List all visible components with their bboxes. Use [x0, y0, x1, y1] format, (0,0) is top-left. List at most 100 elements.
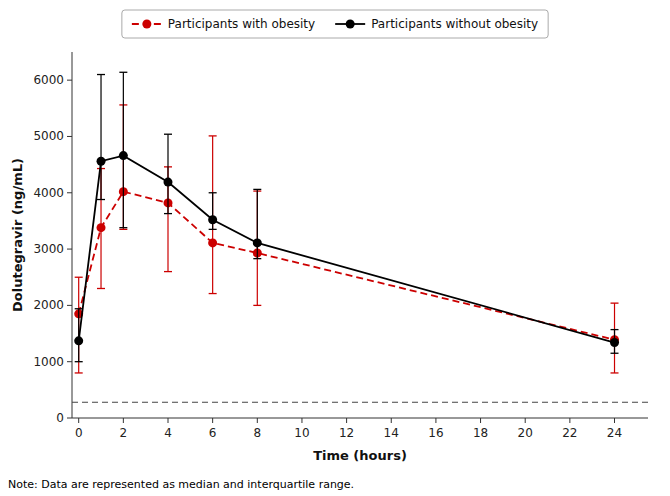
x-tick-label: 18	[473, 426, 488, 440]
error-bar-cap	[209, 135, 217, 136]
error-bar-stem	[78, 277, 79, 373]
error-bar-cap	[164, 271, 172, 272]
x-tick	[391, 418, 392, 423]
x-tick	[257, 418, 258, 423]
series	[74, 105, 619, 373]
error-bar-cap	[75, 308, 83, 309]
y-tick	[67, 418, 72, 419]
x-tick-label: 16	[428, 426, 443, 440]
y-tick-label: 1000	[33, 355, 64, 369]
series-line	[79, 192, 615, 340]
x-tick	[346, 418, 347, 423]
error-bar-cap	[119, 229, 127, 230]
y-tick-label: 3000	[33, 242, 64, 256]
x-tick	[301, 418, 302, 423]
legend: Participants with obesity Participants wi…	[122, 10, 548, 38]
y-axis-line	[72, 52, 73, 418]
y-tick-label: 6000	[33, 73, 64, 87]
error-bar	[209, 136, 217, 294]
x-tick	[435, 418, 436, 423]
error-bar-stem	[167, 134, 168, 213]
point	[164, 178, 173, 187]
error-bar-cap	[253, 305, 261, 306]
x-tick	[168, 418, 169, 423]
error-bar-cap	[209, 192, 217, 193]
y-tick	[67, 80, 72, 81]
error-bar-cap	[164, 134, 172, 135]
plot-area	[72, 72, 648, 402]
x-tick-label: 10	[294, 426, 309, 440]
error-bar-cap	[209, 229, 217, 230]
point	[253, 238, 262, 247]
error-bar-stem	[100, 75, 101, 200]
point	[97, 223, 106, 232]
y-tick	[67, 361, 72, 362]
y-tick-label: 0	[56, 411, 64, 425]
x-tick-label: 20	[518, 426, 533, 440]
error-bar-cap	[611, 372, 619, 373]
point	[74, 336, 83, 345]
error-bar-cap	[164, 213, 172, 214]
legend-item: Participants with obesity	[132, 17, 315, 31]
legend-label: Participants without obesity	[371, 17, 538, 31]
error-bar-cap	[611, 353, 619, 354]
x-tick-label: 6	[209, 426, 217, 440]
error-bar-cap	[253, 258, 261, 259]
x-tick	[614, 418, 615, 423]
x-tick	[78, 418, 79, 423]
error-bar	[611, 303, 619, 373]
x-tick-label: 14	[384, 426, 399, 440]
chart: 0100020003000400050006000024681012141618…	[0, 0, 670, 496]
y-tick	[67, 305, 72, 306]
x-tick	[123, 418, 124, 423]
y-tick	[67, 136, 72, 137]
point	[208, 238, 217, 247]
point	[119, 151, 128, 160]
error-bar	[164, 134, 172, 213]
error-bar-cap	[611, 302, 619, 303]
x-tick-label: 8	[253, 426, 261, 440]
note: Note: Data are represented as median and…	[8, 478, 354, 491]
x-tick	[569, 418, 570, 423]
x-tick-label: 4	[164, 426, 172, 440]
error-bar	[611, 330, 619, 354]
series	[74, 72, 619, 361]
error-bar-stem	[212, 136, 213, 294]
x-tick-label: 0	[75, 426, 83, 440]
x-tick	[525, 418, 526, 423]
y-tick-label: 4000	[33, 186, 64, 200]
error-bar-cap	[97, 74, 105, 75]
error-bar-cap	[75, 361, 83, 362]
legend-item: Participants without obesity	[335, 17, 538, 31]
error-bar-stem	[614, 303, 615, 373]
point	[208, 215, 217, 224]
y-tick-label: 5000	[33, 129, 64, 143]
error-bar-cap	[209, 293, 217, 294]
y-tick	[67, 249, 72, 250]
y-tick	[67, 192, 72, 193]
error-bar	[253, 189, 261, 258]
legend-marker	[142, 20, 151, 29]
error-bar	[119, 72, 127, 227]
error-bar-cap	[253, 189, 261, 190]
x-tick	[480, 418, 481, 423]
error-bar-cap	[119, 227, 127, 228]
y-axis-label: Dolutegravir (ng/mL)	[10, 158, 25, 312]
x-tick-label: 24	[607, 426, 622, 440]
legend-marker	[346, 20, 355, 29]
x-tick-label: 12	[339, 426, 354, 440]
point	[610, 338, 619, 347]
error-bar-cap	[97, 288, 105, 289]
error-bar-cap	[611, 329, 619, 330]
error-bar-cap	[97, 199, 105, 200]
error-bar-stem	[123, 72, 124, 227]
x-axis-label: Time (hours)	[313, 448, 407, 463]
error-bar-stem	[257, 189, 258, 258]
x-tick	[212, 418, 213, 423]
error-bar	[209, 193, 217, 230]
legend-label: Participants with obesity	[168, 17, 315, 31]
axes: 0100020003000400050006000024681012141618…	[33, 52, 648, 440]
error-bar-cap	[119, 72, 127, 73]
legend-frame	[122, 10, 548, 38]
error-bar-cap	[75, 277, 83, 278]
